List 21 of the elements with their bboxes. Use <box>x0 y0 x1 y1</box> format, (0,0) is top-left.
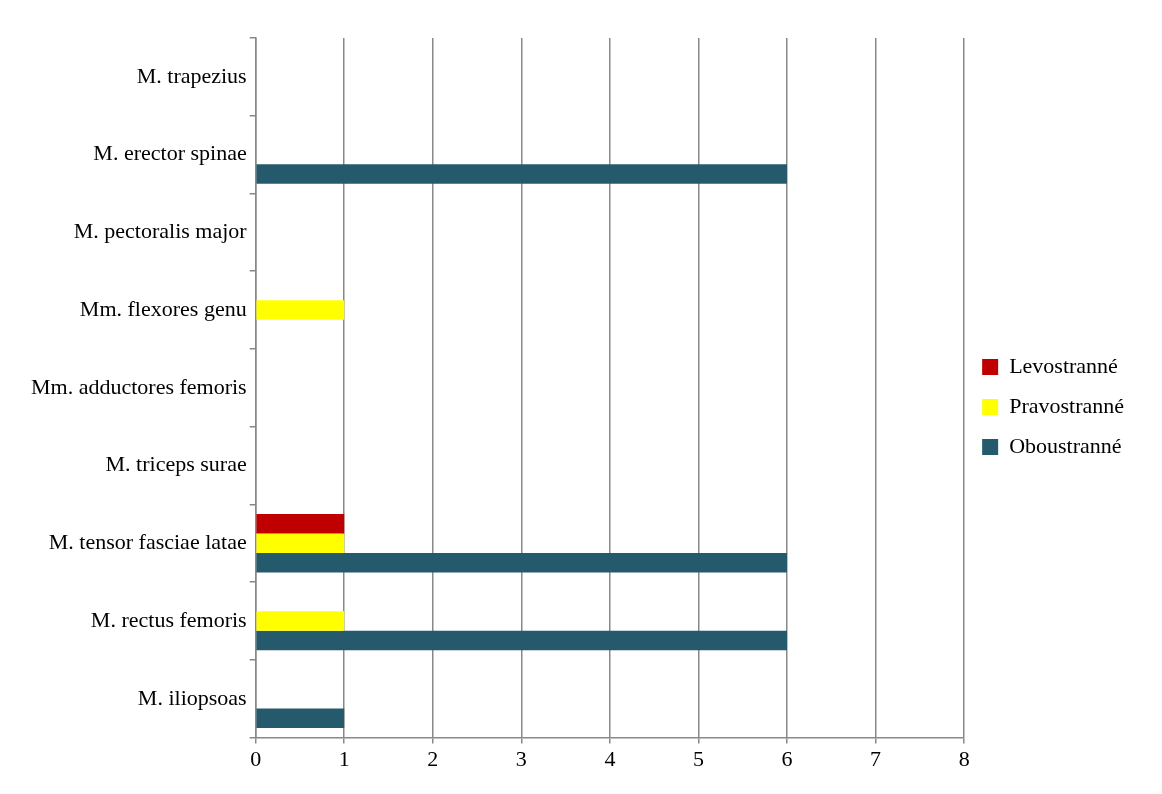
y-tick-label: M. trapezius <box>136 62 247 88</box>
x-tick-label: 3 <box>515 745 527 771</box>
legend-label: Pravostranné <box>1009 392 1124 418</box>
x-tick-label: 1 <box>338 745 350 771</box>
x-tick-label: 2 <box>427 745 439 771</box>
x-tick-label: 6 <box>781 745 793 771</box>
y-tick-label: M. rectus femoris <box>90 606 247 632</box>
x-tick-label: 4 <box>604 745 616 771</box>
legend-label: Levostranné <box>1009 352 1118 378</box>
y-tick-label: M. tensor fasciae latae <box>48 529 247 555</box>
x-tick-label: 7 <box>870 745 882 771</box>
y-tick-label: Mm. adductores femoris <box>31 373 247 399</box>
y-tick-label: M. iliopsoas <box>137 684 247 710</box>
y-tick-label: M. erector spinae <box>93 140 247 166</box>
x-tick-label: 5 <box>692 745 704 771</box>
y-tick-label: M. triceps surae <box>105 451 247 477</box>
legend-label: Oboustranné <box>1009 432 1122 458</box>
x-tick-label: 0 <box>250 745 262 771</box>
y-tick-label: Mm. flexores genu <box>79 295 247 321</box>
x-tick-label: 8 <box>958 745 970 771</box>
y-tick-label: M. pectoralis major <box>73 218 248 244</box>
